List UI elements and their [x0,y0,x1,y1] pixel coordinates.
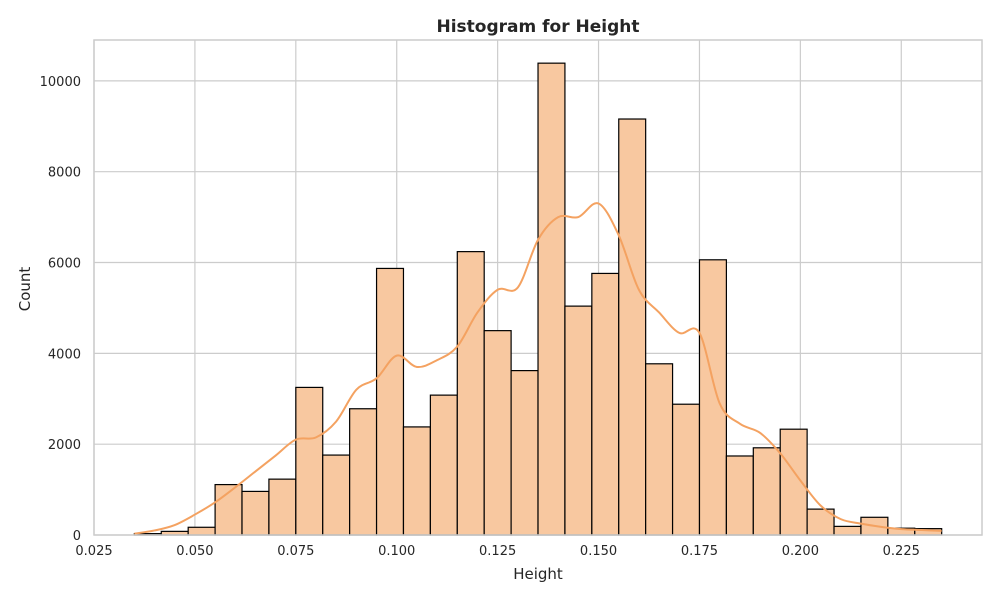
x-tick-label: 0.050 [176,544,213,559]
chart-title: Histogram for Height [437,17,640,37]
histogram-bar [833,525,862,536]
histogram-bar [618,118,647,536]
histogram-bar [375,267,405,536]
histogram-bar [349,408,378,536]
histogram-bar [456,251,485,536]
histogram-bar [537,62,566,536]
y-tick-label: 2000 [48,438,81,453]
histogram-bar [429,394,458,536]
y-tick-label: 6000 [48,257,81,272]
y-axis-title: Count [16,267,34,312]
histogram-bar [402,426,431,536]
y-tick-label: 10000 [40,75,81,90]
histogram-bar [483,330,512,536]
plot-frame [93,39,983,536]
histogram-bar [564,305,593,536]
histogram-bar [295,386,324,536]
histogram-bar [671,403,701,536]
y-tick-label: 8000 [48,166,81,181]
histogram-bar [645,363,674,536]
x-tick-label: 0.175 [681,544,718,559]
x-tick-label: 0.100 [378,544,415,559]
histogram-bar [187,526,216,536]
histogram-bar [779,428,808,536]
x-tick-label: 0.150 [580,544,617,559]
histogram-bar [510,370,539,536]
x-tick-label: 0.125 [479,544,516,559]
x-tick-label: 0.200 [782,544,819,559]
x-tick-label: 0.075 [277,544,314,559]
histogram-bar [322,454,351,536]
y-tick-label: 4000 [48,347,81,362]
histogram-bar [268,478,297,536]
y-tick-label: 0 [73,529,81,544]
x-tick-label: 0.025 [75,544,112,559]
kde-curve [134,202,942,535]
x-tick-label: 0.225 [883,544,920,559]
histogram-bar [752,447,781,536]
histogram-bar [698,259,727,536]
histogram-bar [241,490,270,536]
histogram-bar [591,272,620,536]
x-axis-title: Height [513,565,563,583]
histogram-bar [725,455,754,536]
